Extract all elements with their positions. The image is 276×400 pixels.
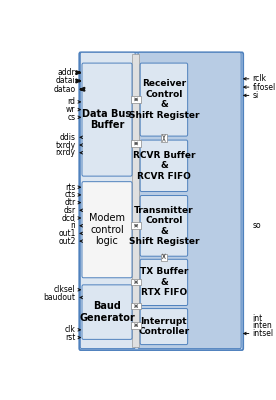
Text: intsel: intsel (253, 329, 274, 338)
Text: rxrdy: rxrdy (55, 148, 76, 157)
Text: datai: datai (56, 76, 76, 86)
Text: RCVR Buffer
&
RCVR FIFO: RCVR Buffer & RCVR FIFO (133, 151, 195, 181)
FancyBboxPatch shape (138, 52, 241, 349)
FancyBboxPatch shape (140, 63, 188, 136)
FancyBboxPatch shape (82, 182, 132, 278)
FancyBboxPatch shape (140, 196, 188, 256)
Bar (131, 322, 141, 328)
Text: out1: out1 (58, 229, 76, 238)
Text: fifosel: fifosel (253, 83, 276, 92)
Text: TX Buffer
&
RTX FIFO: TX Buffer & RTX FIFO (140, 268, 188, 297)
Bar (161, 134, 167, 142)
Text: ri: ri (70, 221, 76, 230)
Text: inten: inten (253, 321, 272, 330)
Text: Receiver
Control
&
Shift Register: Receiver Control & Shift Register (129, 80, 199, 120)
Text: Baud
Generator: Baud Generator (79, 301, 135, 323)
Text: txrdy: txrdy (55, 140, 76, 150)
Text: so: so (253, 221, 261, 230)
Text: clksel: clksel (54, 285, 76, 294)
FancyBboxPatch shape (140, 259, 188, 306)
FancyBboxPatch shape (82, 285, 132, 339)
Text: rd: rd (68, 98, 76, 106)
Text: dcd: dcd (62, 214, 76, 222)
FancyBboxPatch shape (82, 63, 132, 176)
Bar (131, 140, 141, 147)
Text: dsr: dsr (63, 206, 76, 215)
Text: Interrupt
Controller: Interrupt Controller (138, 317, 189, 336)
Text: clk: clk (65, 325, 76, 334)
Text: baudout: baudout (44, 293, 76, 302)
FancyBboxPatch shape (79, 52, 243, 350)
Text: datao: datao (54, 85, 76, 94)
Text: Data Bus
Buffer: Data Bus Buffer (83, 109, 132, 130)
Text: dtr: dtr (64, 198, 76, 207)
FancyBboxPatch shape (80, 52, 135, 349)
Text: Modem
control
logic: Modem control logic (89, 213, 125, 246)
Text: ddis: ddis (60, 133, 76, 142)
Text: wr: wr (66, 105, 76, 114)
FancyBboxPatch shape (140, 140, 188, 192)
Bar (132, 54, 139, 347)
Text: out2: out2 (58, 237, 76, 246)
Bar (131, 279, 141, 286)
Bar (131, 96, 141, 103)
Text: addr: addr (58, 68, 76, 77)
Text: int: int (253, 314, 263, 323)
Bar (161, 254, 167, 261)
Bar (131, 222, 141, 229)
Text: cts: cts (64, 190, 76, 200)
Text: rts: rts (65, 183, 76, 192)
Bar (131, 303, 141, 310)
Text: si: si (253, 91, 259, 100)
Text: cs: cs (67, 113, 76, 122)
Text: rst: rst (65, 333, 76, 342)
Text: Transmitter
Control
&
Shift Register: Transmitter Control & Shift Register (129, 206, 199, 246)
FancyBboxPatch shape (140, 308, 188, 345)
Text: rclk: rclk (253, 74, 267, 83)
